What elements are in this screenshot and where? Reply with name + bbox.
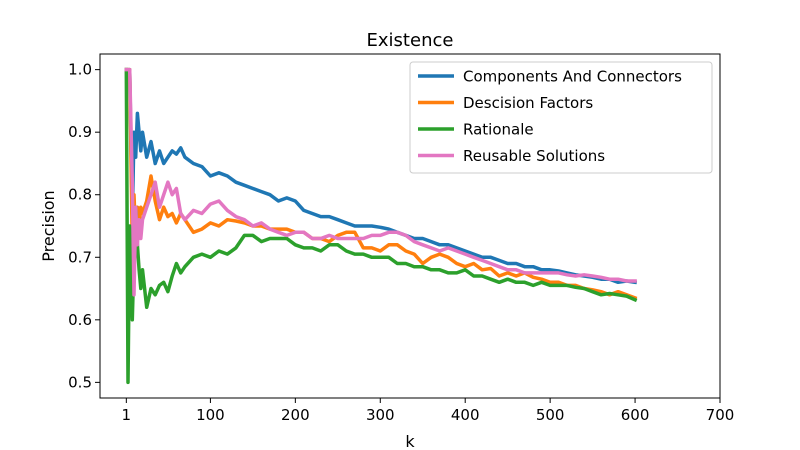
series-line-3 [124, 67, 638, 385]
legend: Components And Connectors Descision Facto… [409, 61, 713, 174]
y-tick-label: 0.7 [68, 248, 92, 266]
x-tick-label: 200 [281, 406, 310, 424]
series-lines [124, 67, 638, 385]
y-tick-label: 1.0 [68, 61, 92, 79]
x-tick-label: 600 [621, 406, 650, 424]
x-axis-label: k [405, 432, 415, 450]
legend-label: Components And Connectors [463, 68, 682, 86]
plot-frame [99, 53, 721, 399]
y-axis-label: Precision [39, 190, 58, 261]
x-tick-label: 500 [536, 406, 565, 424]
y-tick-label: 0.6 [68, 311, 92, 329]
plot-area [99, 53, 721, 399]
y-tick-label: 0.5 [68, 373, 92, 391]
series-line-2 [124, 67, 638, 301]
legend-label: Rationale [463, 121, 534, 139]
legend-label: Descision Factors [463, 94, 593, 112]
y-axis: 0.5 0.6 0.7 0.8 0.9 1.0 [68, 61, 100, 391]
legend-box [409, 61, 713, 174]
chart-title: Existence [367, 30, 454, 51]
x-tick-label: 300 [366, 406, 395, 424]
series-line-4 [124, 67, 637, 297]
legend-label: Reusable Solutions [463, 147, 605, 165]
x-tick-label: 1 [122, 406, 132, 424]
x-tick-label: 700 [706, 406, 735, 424]
x-tick-label: 400 [451, 406, 480, 424]
x-axis: 1 100 200 300 400 500 600 700 [122, 398, 735, 424]
series-line-1 [124, 67, 638, 285]
x-tick-label: 100 [196, 406, 225, 424]
y-tick-label: 0.9 [68, 123, 92, 141]
y-tick-label: 0.8 [68, 186, 92, 204]
